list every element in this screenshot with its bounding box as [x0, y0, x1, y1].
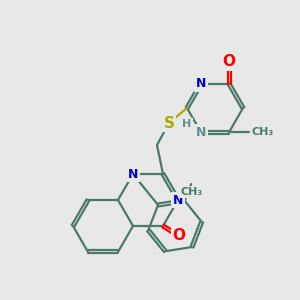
Text: O: O — [172, 229, 185, 244]
Text: N: N — [128, 167, 138, 181]
Text: N: N — [196, 77, 206, 90]
Text: O: O — [223, 54, 236, 69]
Text: N: N — [196, 126, 206, 139]
Text: CH₃: CH₃ — [251, 127, 273, 137]
Text: S: S — [164, 116, 175, 130]
Text: CH₃: CH₃ — [180, 187, 202, 197]
Text: H: H — [182, 119, 192, 129]
Text: N: N — [173, 194, 183, 206]
